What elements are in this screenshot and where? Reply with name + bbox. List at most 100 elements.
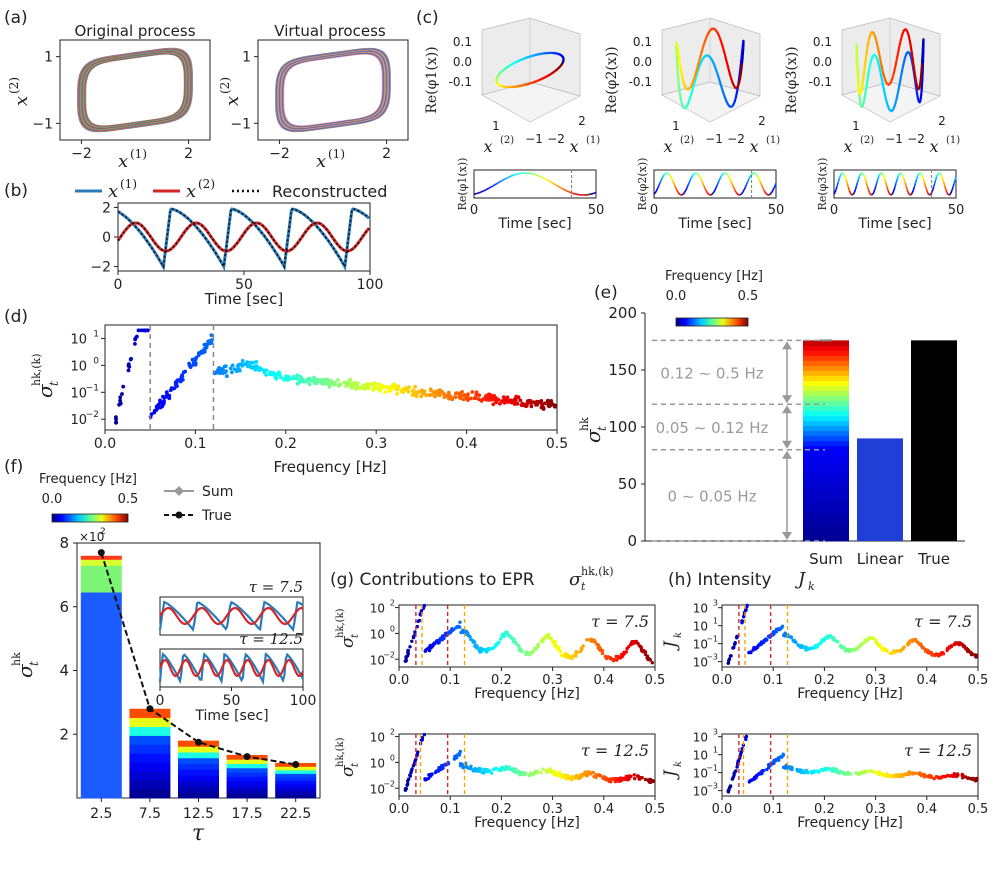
- sum-bar-segment: [803, 520, 849, 527]
- scatter-point: [114, 415, 118, 419]
- axis-label-x1-sup: (1): [946, 135, 960, 146]
- time-mode-segment: [690, 175, 694, 178]
- trajectory-line: [76, 47, 194, 133]
- y-tick-label: 10: [370, 782, 385, 796]
- scatter-point: [524, 404, 528, 409]
- time-mode-segment: [492, 184, 495, 187]
- y-tick-exponent: −3: [706, 782, 718, 791]
- sum-bar-segment: [178, 757, 219, 764]
- mode-panel-phi1: 0.10.0-0.11−12−2x (2) x (1)Re(φ1(x))0 50Time…: [424, 17, 604, 232]
- mode-curve-segment: [914, 74, 918, 84]
- sum-bar-segment: [803, 380, 849, 387]
- time-mode-segment: [681, 193, 684, 196]
- panel-e-ylabel: σ t hk: [578, 417, 609, 443]
- inset-x-tick-label: 100: [290, 693, 317, 709]
- scatter-point: [264, 368, 269, 373]
- scatter-point: [635, 774, 640, 778]
- scatter-point: [531, 771, 535, 775]
- scatter-point: [142, 328, 147, 333]
- time-mode-segment: [500, 180, 502, 183]
- scatter-point: [513, 398, 518, 402]
- scatter-point: [413, 630, 417, 634]
- time-mode-segment: [933, 179, 937, 184]
- scatter-point: [419, 609, 424, 613]
- y-tick-label: 10: [70, 413, 87, 428]
- scatter-point: [171, 386, 175, 391]
- time-mode-segment: [689, 176, 693, 180]
- scatter-point: [210, 338, 214, 342]
- scatter-point: [274, 376, 279, 381]
- ylabel-group: Jk: [661, 761, 684, 780]
- tau-label: τ = 7.5: [914, 612, 972, 631]
- time-mode-segment: [881, 172, 884, 175]
- band-arrow-head: [782, 341, 792, 350]
- zlabel-small-group: Re(φ3(x)): [816, 158, 829, 211]
- mode-curve-segment: [865, 43, 869, 55]
- sum-bar-segment: [803, 385, 849, 392]
- scatter-point: [302, 380, 307, 384]
- scatter-point: [606, 655, 610, 659]
- panel-d-ylabel: σ t hk,(k): [30, 354, 61, 399]
- z-axis-label: Re(φ2(x)): [604, 46, 620, 113]
- scatter-point: [536, 642, 540, 646]
- scatter-point: [952, 642, 956, 647]
- time-mode-segment: [904, 182, 907, 187]
- y-tick-label: 1: [492, 119, 500, 133]
- time-mode-segment: [684, 188, 688, 192]
- reconstructed-x1-line: [117, 208, 370, 270]
- svg-text:k: k: [808, 580, 815, 593]
- scatter-point: [433, 389, 437, 394]
- scatter-point: [926, 648, 930, 653]
- time-mode-segment: [691, 173, 695, 177]
- time-mode-segment: [746, 179, 750, 183]
- time-mode-segment: [840, 172, 843, 175]
- scatter-point: [284, 374, 288, 378]
- x-tick-label: 0: [114, 277, 123, 293]
- panel-e-colorbar: [675, 317, 749, 327]
- scatter-point: [406, 389, 411, 394]
- time-mode-segment: [720, 174, 723, 177]
- time-mode-segment: [886, 186, 889, 191]
- time-mode-segment: [884, 179, 887, 184]
- scatter-point: [136, 328, 141, 333]
- panel-h-plot-1: τ = 12.510 310 110−110−30.0 0.1 0.2 0.3 0.4 0.5…: [661, 728, 988, 831]
- scatter-point: [744, 608, 748, 612]
- scatter-point: [118, 395, 123, 400]
- scatter-point: [765, 767, 769, 772]
- y-tick-label: −1: [32, 116, 53, 132]
- scatter-point: [388, 388, 393, 392]
- time-mode-segment: [912, 186, 916, 191]
- y-tick-label: 10: [70, 386, 87, 401]
- time-mode-segment: [545, 178, 548, 181]
- mode-curve-segment: [880, 65, 885, 75]
- mode-curve-segment: [862, 70, 866, 82]
- scatter-point: [191, 363, 196, 367]
- scatter-point: [446, 390, 451, 395]
- time-mode-segment: [862, 174, 866, 178]
- time-mode-segment: [503, 178, 505, 181]
- scatter-point: [392, 382, 396, 387]
- sum-bar-segment: [803, 480, 849, 487]
- sum-bar-segment: [275, 783, 317, 788]
- scatter-point: [425, 777, 429, 781]
- time-mode-segment: [557, 185, 560, 188]
- y-tick-label: 10: [693, 620, 708, 634]
- time-mode-segment: [495, 182, 498, 185]
- svg-text:hk: hk: [578, 417, 591, 431]
- time-mode-segment: [667, 172, 670, 176]
- scatter-point: [551, 771, 555, 775]
- scatter-point: [235, 364, 240, 368]
- linear-bar: [857, 438, 903, 541]
- sum-bar-segment: [226, 763, 268, 769]
- time-mode-segment: [713, 189, 716, 193]
- time-mode-segment: [923, 182, 927, 187]
- scatter-point: [960, 643, 965, 647]
- scatter-point: [423, 649, 427, 653]
- scatter-point: [569, 776, 573, 781]
- scatter-point: [514, 642, 518, 646]
- time-mode-segment: [875, 179, 879, 184]
- x-tick-label: 50: [948, 203, 965, 218]
- time-mode-segment: [550, 181, 553, 184]
- scatter-point: [900, 772, 905, 777]
- scatter-point: [437, 393, 442, 398]
